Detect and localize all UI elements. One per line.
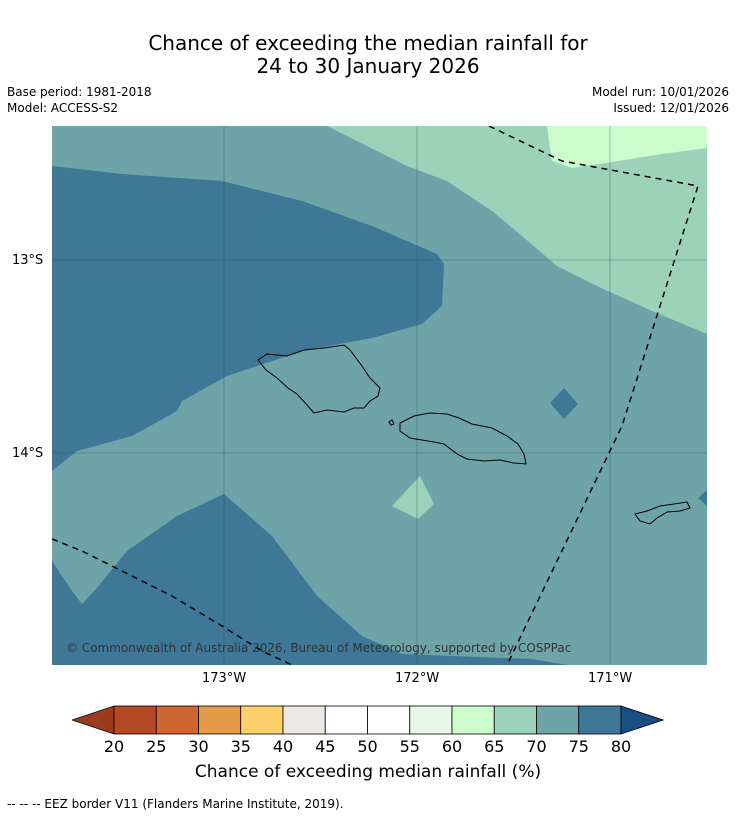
lon-label-171w: 171°W — [588, 671, 633, 686]
colorbar-tick-label: 55 — [399, 737, 420, 756]
region-65-70 — [327, 126, 707, 334]
map-title-line2: 24 to 30 January 2026 — [256, 54, 480, 78]
model-run: Model run: 10/01/2026 — [591, 85, 729, 99]
region-75-80-east — [698, 490, 707, 506]
region-75-80-south — [52, 494, 567, 665]
colorbar-segment — [282, 705, 326, 735]
lon-label-172w: 172°W — [395, 671, 440, 686]
colorbar-tick-label: 25 — [146, 737, 167, 756]
region-75-80-diamond — [550, 388, 578, 419]
colorbar-segment — [155, 705, 199, 735]
region-65-70-diamond — [392, 476, 434, 519]
colorbar-tick-label: 45 — [315, 737, 336, 756]
colorbar-segment — [240, 705, 284, 735]
issued-date: Issued: 12/01/2026 — [613, 101, 729, 115]
colorbar-tick-label: 75 — [568, 737, 589, 756]
upolu-island — [399, 412, 527, 465]
colorbar-segment — [493, 705, 537, 735]
savaii-island — [257, 344, 381, 414]
region-75-80-west — [52, 166, 444, 471]
model-name: Model: ACCESS-S2 — [7, 101, 119, 115]
lat-label-14s: 14°S — [12, 446, 44, 461]
colorbar-segment — [198, 705, 242, 735]
colorbar-segment — [324, 705, 368, 735]
base-period: Base period: 1981-2018 — [7, 85, 152, 99]
colorbar-tick-label: 65 — [484, 737, 505, 756]
colorbar-tick-label: 40 — [272, 737, 294, 756]
colorbar-tick-label: 50 — [357, 737, 378, 756]
colorbar-segment — [578, 705, 622, 735]
colorbar-tick-label: 20 — [103, 737, 125, 756]
colorbar-label: Chance of exceeding median rainfall (%) — [194, 762, 542, 782]
colorbar-tick-label: 35 — [230, 737, 251, 756]
map-title-line1: Chance of exceeding the median rainfall … — [148, 31, 588, 55]
lat-label-13s: 13°S — [12, 253, 44, 268]
colorbar-segment — [536, 705, 580, 735]
colorbar-tick-label: 70 — [526, 737, 547, 756]
colorbar-extend-low — [72, 705, 115, 735]
rainfall-map — [52, 126, 707, 665]
colorbar-segment — [409, 705, 453, 735]
lon-label-173w: 173°W — [202, 671, 247, 686]
colorbar-segment — [451, 705, 495, 735]
eez-border — [52, 126, 699, 665]
colorbar — [72, 705, 664, 735]
colorbar-segment — [113, 705, 157, 735]
colorbar-segment — [367, 705, 411, 735]
colorbar-tick-label: 60 — [441, 737, 463, 756]
copyright-notice: © Commonwealth of Australia 2026, Bureau… — [66, 641, 572, 655]
region-60-65 — [547, 126, 707, 168]
eez-footnote: -- -- -- EEZ border V11 (Flanders Marine… — [7, 797, 344, 811]
manono-island — [388, 419, 395, 426]
colorbar-tick-label: 80 — [610, 737, 632, 756]
colorbar-tick-label: 30 — [188, 737, 209, 756]
colorbar-extend-high — [620, 705, 664, 735]
tutuila-island — [634, 501, 691, 525]
graticule — [52, 126, 707, 665]
